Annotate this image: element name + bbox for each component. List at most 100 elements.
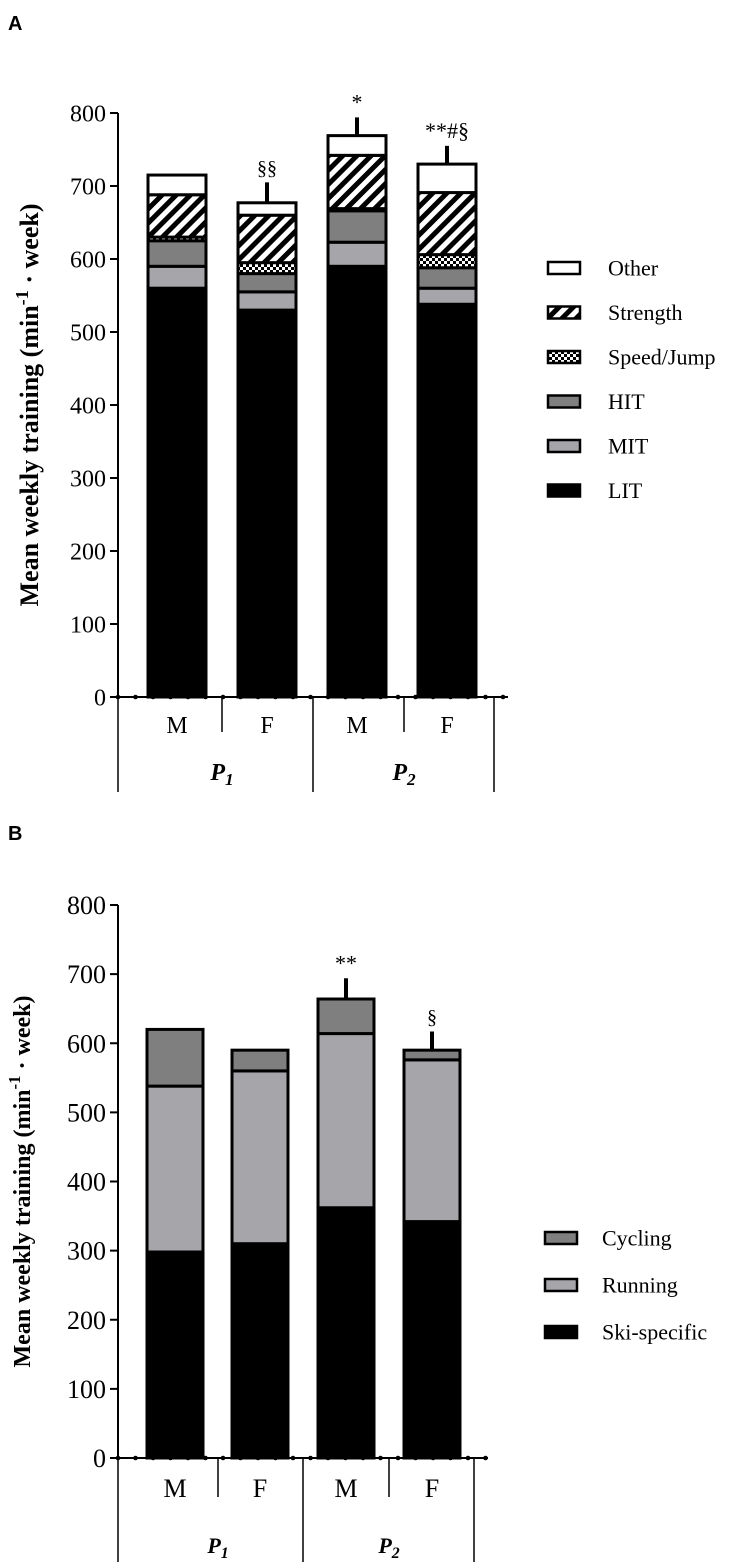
x-axis-dot [185,1455,191,1461]
legend-label: MIT [608,433,649,458]
x-axis-dot [273,1455,278,1461]
legend-label: Running [602,1272,678,1297]
bar-segment-strength [146,193,208,239]
x-axis-dot [133,1455,138,1461]
bar-segment-cycling [145,1027,205,1088]
x-category-label: F [260,713,273,739]
panel-label: B [8,823,22,845]
y-axis-label-tail: · week) [15,204,44,291]
bar-segment-mit [416,286,478,306]
legend-label: HIT [608,389,645,414]
bar-segment-ski-specific [402,1220,462,1460]
legend-swatch [546,483,582,498]
x-axis-dot [483,1455,488,1461]
x-axis-dot [290,694,296,700]
x-axis-dot [185,694,191,700]
legend-swatch [546,349,582,365]
bar-segment-running [145,1084,205,1254]
legend-swatch [546,260,582,276]
y-axis-label-sup: -1 [5,1076,24,1090]
bar-segment-mit [146,264,208,290]
legend-swatch [546,438,582,454]
significance-marker: ** [335,950,357,975]
period-label: P1 [209,760,233,789]
bar-segment-hit [236,272,298,294]
x-axis-dot [150,694,156,700]
y-tick-label: 100 [70,612,106,638]
x-axis-dot [430,694,436,700]
x-axis-dot [483,694,488,700]
bar-segment-hit [416,266,478,290]
legend-swatch [546,394,582,409]
bar-segment-lit [416,302,478,699]
x-axis-dot [378,694,383,700]
x-axis-dot [308,1455,313,1461]
x-axis-dot [448,1455,453,1461]
y-tick-label: 500 [67,1098,106,1127]
y-axis-label: Mean weekly training (min-1 · week) [5,996,36,1368]
legend-swatch [543,1324,579,1340]
legend-swatch [546,305,582,320]
period-letter: P [391,760,407,786]
y-axis-label-main: Mean weekly training (min [15,305,44,607]
bar-segment-strength [326,153,388,211]
bar-segment-lit [146,286,208,699]
period-subscript: 2 [391,1545,400,1562]
y-axis-label-sup: -1 [12,290,32,305]
x-axis-dot [413,1455,418,1461]
legend-label: Speed/Jump [608,344,716,369]
y-tick-label: 800 [67,891,106,920]
bar-segment-hit [326,209,388,244]
x-axis-dot [378,1455,383,1461]
bar-segment-mit [236,290,298,312]
x-axis-dot [273,694,278,700]
x-axis-dot [308,694,313,700]
period-label: P1 [206,1533,228,1562]
period-letter: P [209,760,225,786]
bar-segment-strength [416,191,478,257]
x-axis-dot [360,694,366,700]
y-tick-label: 800 [70,101,106,127]
period-letter: P [377,1533,392,1558]
y-tick-label: 700 [67,960,106,989]
bar-segment-lit [236,308,298,699]
panel-a: A 0 100 200 300 400 500 600 700 800 Mean weekly tr… [8,13,716,792]
bar-segment-other [416,162,478,195]
legend-label: Strength [608,300,683,325]
x-axis-dot [220,1455,226,1461]
x-axis-dot [238,694,243,700]
x-axis-dot [203,1455,208,1461]
bar-segment-ski-specific [230,1242,290,1460]
significance-marker: * [352,89,363,114]
legend-label: Cycling [602,1225,672,1250]
y-tick-label: 400 [67,1168,106,1197]
y-axis-label: Mean weekly training (min-1 · week) [12,204,44,607]
y-tick-label: 0 [93,1444,106,1473]
significance-marker: § [427,1006,437,1028]
bar-segment-speed-jump [236,261,298,276]
x-axis-dot [150,1455,156,1461]
x-axis-dot [133,694,138,700]
legend-swatch [543,1230,579,1246]
x-category-label: M [163,1474,186,1503]
y-axis-label-main: Mean weekly training (min [10,1089,36,1367]
significance-marker: **#§ [425,118,469,143]
x-axis-dot [465,1455,471,1461]
y-tick-label: 600 [70,247,106,273]
period-subscript: 1 [221,1545,229,1562]
period-subscript: 1 [225,770,234,789]
x-axis-dot [203,694,208,700]
period-label: P2 [377,1533,399,1562]
legend-swatch [543,1277,579,1293]
period-letter: P [206,1533,221,1558]
period-label: P2 [391,760,416,789]
x-axis-dot [168,1455,173,1461]
x-axis-dot [430,1455,436,1461]
panel-label: A [8,13,22,35]
x-axis-dot [290,1455,296,1461]
y-tick-label: 300 [70,466,106,492]
x-axis-dot [168,694,173,700]
x-category-label: M [346,713,367,739]
x-axis-dot [395,694,401,700]
